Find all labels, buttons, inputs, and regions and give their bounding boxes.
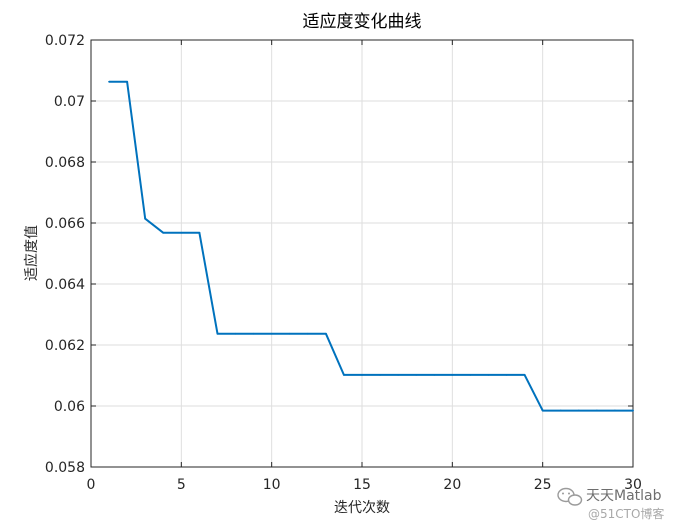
y-tick-label: 0.062 (45, 338, 85, 354)
data-point (306, 332, 309, 335)
x-tick-label: 15 (353, 477, 371, 493)
watermark-line2: @51CTO博客 (588, 506, 664, 521)
data-point (487, 373, 490, 376)
data-point (523, 373, 526, 376)
data-point (614, 409, 616, 412)
data-point (198, 231, 201, 234)
data-point (180, 231, 183, 234)
data-point (451, 373, 454, 376)
data-point (252, 332, 255, 335)
x-tick-label: 10 (263, 477, 281, 493)
data-point (469, 373, 472, 376)
x-tick-label: 5 (177, 477, 186, 493)
series-line-0 (109, 80, 633, 412)
watermark: 天天Matlab @51CTO博客 (557, 487, 664, 521)
data-point (595, 409, 598, 412)
data-point (632, 409, 634, 412)
data-point (288, 332, 291, 335)
data-point (433, 373, 436, 376)
chart-title: 适应度变化曲线 (303, 12, 422, 32)
data-point (541, 409, 544, 412)
data-point (577, 409, 580, 412)
data-point (162, 231, 165, 234)
data-point (270, 332, 273, 335)
series (108, 80, 634, 412)
data-point (397, 373, 400, 376)
y-tick-label: 0.072 (45, 33, 85, 49)
data-point (379, 373, 381, 376)
data-point (343, 373, 345, 376)
y-tick-label: 0.058 (45, 460, 85, 476)
data-point (415, 373, 418, 376)
x-tick-label: 20 (443, 477, 461, 493)
data-point (361, 373, 363, 376)
data-point (234, 332, 237, 335)
y-tick-label: 0.066 (45, 216, 85, 232)
data-point (126, 80, 129, 83)
ticks: 0 5 10 15 20 25 30 0.058 0.06 0.062 0.064 0.066 0.06… (45, 33, 642, 493)
data-point (144, 217, 147, 220)
x-axis-label: 迭代次数 (334, 500, 390, 516)
y-tick-label: 0.07 (54, 94, 85, 110)
x-tick-label: 30 (624, 477, 642, 493)
data-point (324, 332, 327, 335)
data-point (559, 409, 562, 412)
wechat-icon (557, 487, 583, 506)
y-tick-label: 0.06 (54, 399, 85, 415)
y-tick-label: 0.068 (45, 155, 85, 171)
watermark-line1: 天天Matlab (586, 488, 662, 504)
x-tick-label: 25 (534, 477, 552, 493)
data-point (505, 373, 508, 376)
data-point (108, 80, 110, 83)
data-point (216, 332, 219, 335)
y-axis-label: 适应度值 (23, 225, 40, 281)
x-tick-label: 0 (87, 477, 96, 493)
y-tick-label: 0.064 (45, 277, 85, 293)
